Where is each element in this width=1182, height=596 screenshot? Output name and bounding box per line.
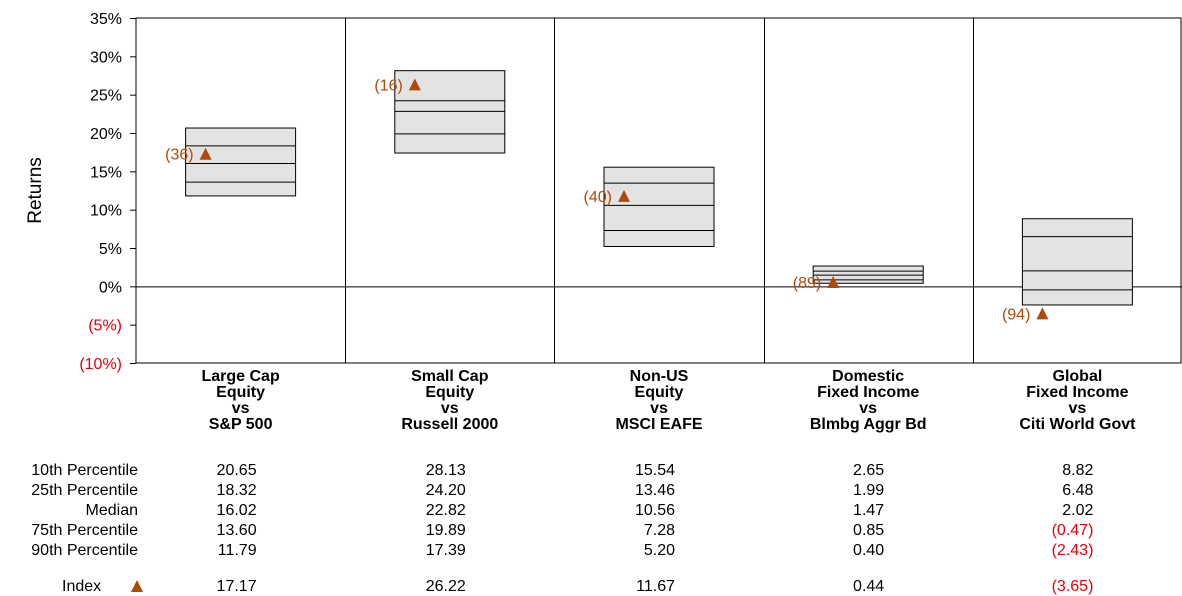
index-marker [827,275,840,288]
table-cell: 18.32 [216,482,257,499]
table-cell: 8.82 [1062,462,1094,479]
category-label: Domestic Fixed Income vs Blmbg Aggr Bd [768,369,968,433]
table-cell: 15.54 [634,462,675,479]
table-cell: (2.43) [1051,542,1094,559]
table-cell: (0.47) [1051,522,1094,539]
table-cell: 10.56 [634,502,675,519]
category-label-line: Equity [634,384,684,401]
table-row-label: 75th Percentile [31,522,138,539]
category-label-line: Citi World Govt [1019,416,1136,433]
category-label-line: vs [1068,400,1087,417]
table-cell: 19.89 [425,522,466,539]
table-cell: 7.28 [643,522,675,539]
table-cell: 6.48 [1062,482,1094,499]
table-cell: 24.20 [425,482,466,499]
y-tick-label: 20% [90,126,122,143]
index-marker [199,147,212,160]
category-label-line: Equity [216,384,266,401]
category-label-line: MSCI EAFE [615,416,703,433]
category-label-line: Russell 2000 [401,416,499,433]
table-cell: 11.79 [217,542,257,559]
table-cell: 0.85 [853,522,885,539]
category-label-line: Domestic [832,368,905,385]
table-cell: 2.02 [1062,502,1094,519]
table-cell: 16.02 [216,502,257,519]
category-label: Global Fixed Income vs Citi World Govt [977,369,1177,433]
table-cell: 13.60 [216,522,257,539]
category-label-line: vs [440,400,459,417]
table-row-label: 10th Percentile [31,462,138,479]
rank-label: (89) [793,275,821,292]
y-tick-label: 15% [90,164,122,181]
index-marker [1036,307,1049,320]
table-row-label: 90th Percentile [31,542,138,559]
table-cell: 2.65 [853,462,885,479]
y-tick-label: (5%) [88,318,122,335]
index-value: 11.67 [636,578,675,595]
percentile-box [185,127,297,197]
table-cell: 1.47 [853,502,885,519]
category-label-line: S&P 500 [208,416,273,433]
category-label-line: Global [1052,368,1103,385]
y-axis-title: Returns [25,157,46,224]
category-label-line: vs [231,400,250,417]
y-tick-label: 30% [90,49,122,66]
y-tick-label: 5% [99,241,122,258]
index-legend-marker [131,580,143,592]
category-label-line: Fixed Income [1026,384,1129,401]
category-label-line: Blmbg Aggr Bd [809,416,927,433]
percentile-box [1021,218,1133,306]
table-cell: 1.99 [853,482,885,499]
y-tick-label: (10%) [79,356,122,373]
table-cell: 17.39 [425,542,466,559]
index-value: 0.44 [853,578,885,595]
table-row-label: 25th Percentile [31,482,138,499]
rank-label: (16) [374,77,402,94]
rank-label: (40) [584,189,612,206]
index-marker [618,189,630,202]
category-label-line: Fixed Income [817,384,920,401]
table-cell: 22.82 [425,502,466,519]
category-label-line: vs [859,400,878,417]
y-tick-label: 25% [90,88,122,105]
rank-label: (94) [1002,306,1030,323]
plot-frame [135,17,1182,364]
percentile-box [603,166,715,247]
table-cell: 20.65 [216,462,257,479]
category-label: Non-US Equity vs MSCI EAFE [559,369,759,433]
index-value: 17.17 [216,578,257,595]
y-tick-label: 10% [90,203,122,220]
table-cell: 28.13 [425,462,466,479]
y-tick-label: 0% [99,279,122,296]
index-value: 26.22 [425,578,466,595]
category-label-line: Small Cap [411,368,489,385]
category-label-line: vs [650,400,668,417]
category-label-line: Equity [425,384,475,401]
table-cell: 13.46 [634,482,675,499]
category-label: Large Cap Equity vs S&P 500 [141,369,341,433]
category-label: Small Cap Equity vs Russell 2000 [350,369,550,433]
index-value: (3.65) [1051,578,1094,595]
category-label-line: Large Cap [201,368,280,385]
index-marker [408,78,421,91]
table-cell: 0.40 [853,542,885,559]
table-row-label: Median [85,502,138,519]
y-tick-label: 35% [90,11,122,28]
index-row-label: Index [62,578,102,595]
rank-label: (36) [165,147,193,164]
category-label-line: Non-US [629,368,689,385]
table-cell: 5.20 [643,542,675,559]
